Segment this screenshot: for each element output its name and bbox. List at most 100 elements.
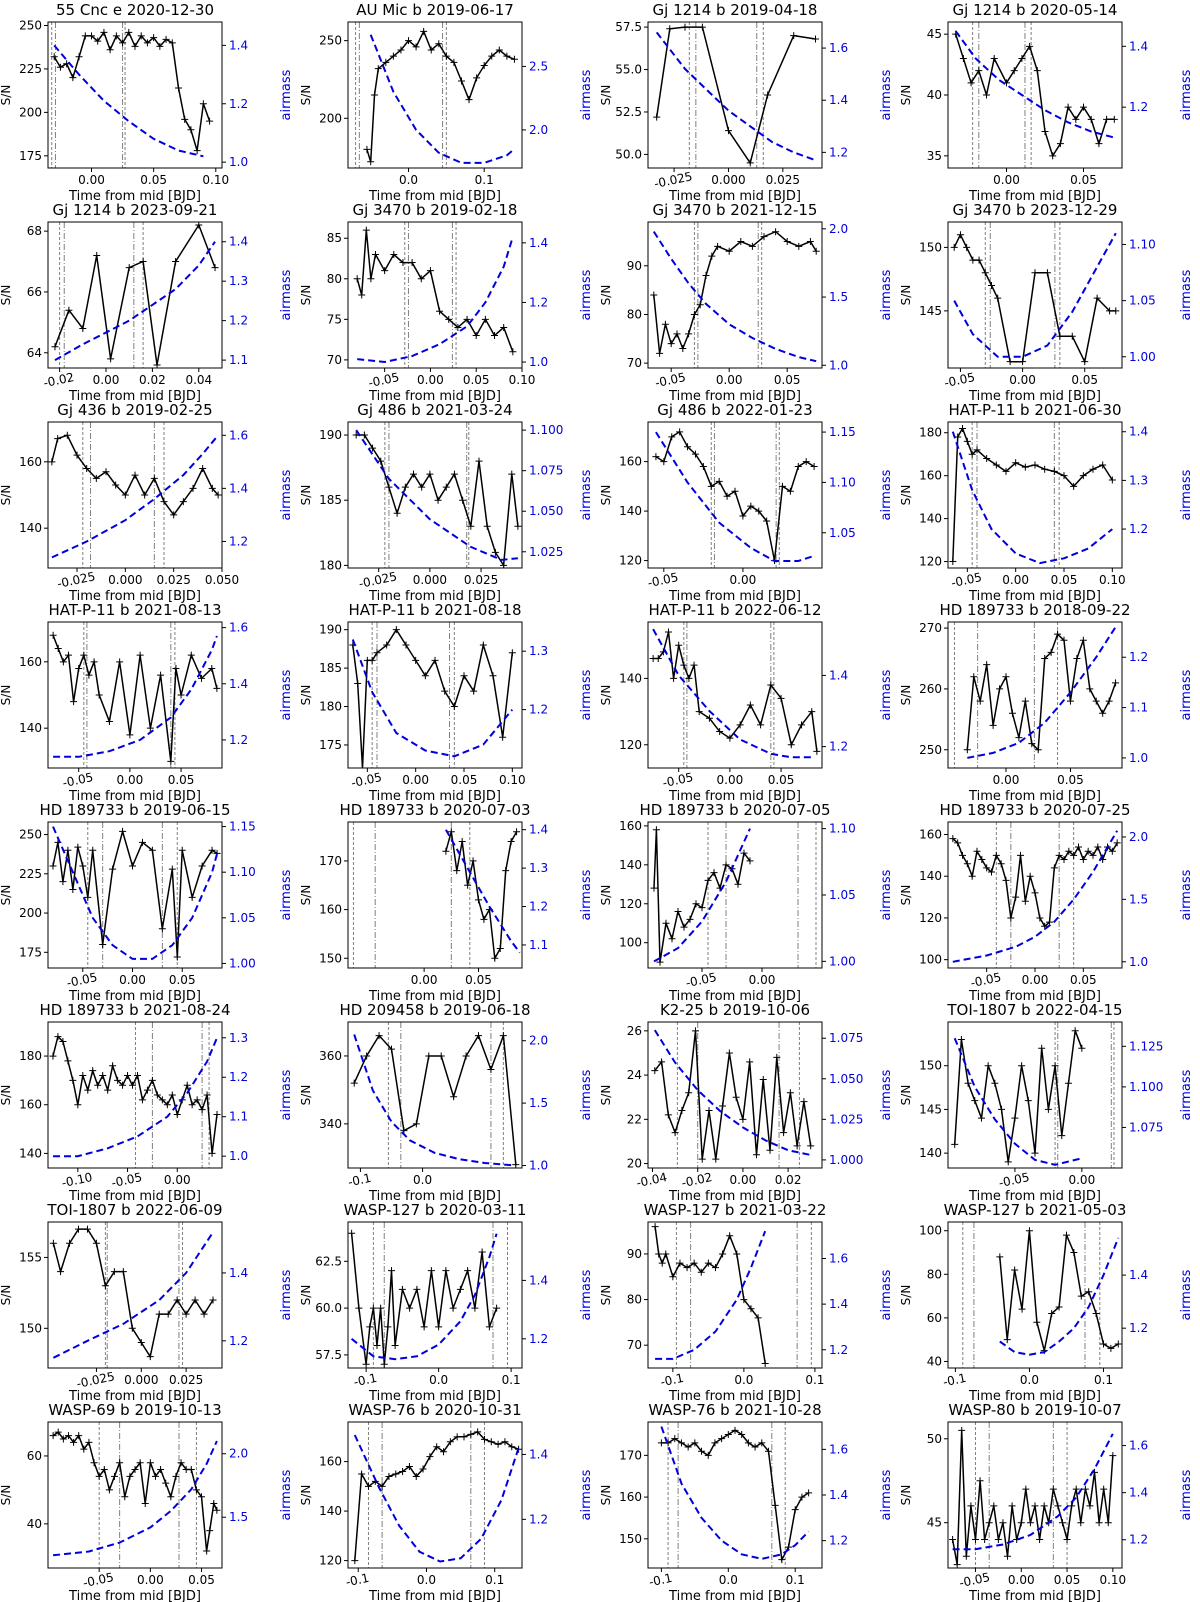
snr-data-point <box>992 851 1000 859</box>
snr-data-point <box>125 28 133 36</box>
snr-data-point <box>1077 1519 1085 1527</box>
snr-data-point <box>206 117 214 125</box>
snr-data-point <box>57 1268 65 1276</box>
snr-data-point <box>652 453 660 461</box>
x-tick-label: 0.10 <box>509 373 536 387</box>
y2-axis-label: airmass <box>579 469 594 520</box>
x-axis-label: Time from mid [BJD] <box>968 1189 1101 1204</box>
snr-data-point <box>366 1323 374 1331</box>
snr-data-point <box>1021 463 1029 471</box>
snr-data-point <box>1041 465 1049 473</box>
y-axis-label: S/N <box>599 285 613 306</box>
x-tick-label: 0.025 <box>766 173 800 187</box>
snr-data-point <box>746 1058 754 1066</box>
y2-tick-label: 1.4 <box>829 1297 848 1311</box>
y-tick-label: 100 <box>919 1224 942 1238</box>
y2-tick-label: 1.0 <box>229 1149 248 1163</box>
snr-data-point <box>1093 294 1101 302</box>
snr-data-point <box>362 226 370 234</box>
snr-data-point <box>976 1477 984 1485</box>
y-tick-label: 64 <box>27 346 42 360</box>
snr-data-point <box>470 687 478 695</box>
x-tick-label: -0.1 <box>648 1571 674 1590</box>
y2-tick-label: 1.2 <box>229 97 248 111</box>
snr-data-point <box>69 886 77 894</box>
snr-data-point <box>698 904 706 912</box>
snr-data-point <box>99 940 107 948</box>
snr-data-point <box>146 724 154 732</box>
chart-panel: HD 189733 b 2020-07-03 0.00 0.05 150 160 170 1… <box>299 801 594 1004</box>
snr-series-line <box>52 1431 218 1552</box>
plot-area <box>952 22 1118 168</box>
snr-data-point <box>74 843 82 851</box>
snr-data-point <box>805 1489 813 1497</box>
snr-data-point <box>1060 856 1068 864</box>
snr-data-point <box>499 733 507 741</box>
y2-tick-label: 1.4 <box>229 481 248 495</box>
y-tick-label: 80 <box>627 1293 642 1307</box>
y-tick-label: 185 <box>319 661 342 675</box>
snr-data-point <box>371 250 379 258</box>
y2-axis-label: airmass <box>1179 269 1194 320</box>
x-tick-label: 0.05 <box>1057 773 1084 787</box>
snr-data-point <box>445 315 453 323</box>
snr-data-point <box>975 67 983 75</box>
snr-data-point <box>131 1466 139 1474</box>
x-tick-label: -0.1 <box>942 1371 968 1390</box>
y-tick-label: 160 <box>19 455 42 469</box>
snr-data-point <box>806 237 814 245</box>
airmass-series-line <box>54 241 216 361</box>
snr-data-point <box>798 1493 806 1501</box>
plot-area <box>49 1422 221 1568</box>
snr-data-point <box>377 457 385 465</box>
plot-area <box>650 822 817 968</box>
x-tick-label: 0.10 <box>499 773 526 787</box>
chart-panel: HAT-P-11 b 2021-06-30 -0.05 0.00 0.05 0.10 12… <box>899 401 1194 604</box>
snr-data-point <box>156 42 164 50</box>
plot-area <box>352 822 521 968</box>
snr-data-point <box>992 461 1000 469</box>
snr-data-point <box>746 857 754 865</box>
snr-data-point <box>664 1111 672 1119</box>
x-tick-label: 0.0 <box>417 1573 436 1587</box>
airmass-series-line <box>652 231 817 363</box>
axes-frame <box>947 1221 1123 1369</box>
x-tick-label: 0.05 <box>1051 573 1078 587</box>
snr-data-point <box>1038 1044 1046 1052</box>
y2-axis-label: airmass <box>1179 669 1194 720</box>
snr-data-point <box>350 1079 358 1087</box>
y2-tick-label: 1.10 <box>829 822 856 836</box>
snr-data-point <box>109 865 117 873</box>
snr-series-line <box>654 1030 812 1160</box>
y2-tick-label: 1.4 <box>529 823 548 837</box>
snr-data-point <box>358 1470 366 1478</box>
y-tick-label: 90 <box>627 1247 642 1261</box>
snr-data-point <box>167 1493 175 1501</box>
chart-panel: HAT-P-11 b 2021-08-13 -0.05 0.00 0.05 140 160… <box>0 601 294 804</box>
snr-data-point <box>651 1223 659 1231</box>
y-tick-label: 170 <box>619 1448 642 1462</box>
snr-data-point <box>956 231 964 239</box>
snr-data-point <box>685 1089 693 1097</box>
x-tick-label: 0.00 <box>137 1573 164 1587</box>
snr-data-point <box>126 731 134 739</box>
snr-data-point <box>137 1338 145 1346</box>
snr-data-point <box>1004 1552 1012 1560</box>
snr-data-point <box>1081 358 1089 366</box>
snr-data-point <box>1064 1079 1072 1087</box>
airmass-series-line <box>954 30 1115 139</box>
snr-data-point <box>747 502 755 510</box>
chart-title: WASP-127 b 2020-03-11 <box>344 1201 527 1219</box>
airmass-series-line <box>653 1029 811 1156</box>
x-tick-label: 0.00 <box>402 773 429 787</box>
snr-data-point <box>691 450 699 458</box>
airmass-series-line <box>52 1231 214 1359</box>
snr-data-point <box>436 307 444 315</box>
snr-data-point <box>968 872 976 880</box>
snr-data-point <box>1099 709 1107 717</box>
snr-data-point <box>698 23 706 31</box>
snr-data-point <box>712 1155 720 1163</box>
snr-data-point <box>1022 1485 1030 1493</box>
snr-data-point <box>1026 1519 1034 1527</box>
y2-tick-label: 1.6 <box>829 1442 848 1456</box>
